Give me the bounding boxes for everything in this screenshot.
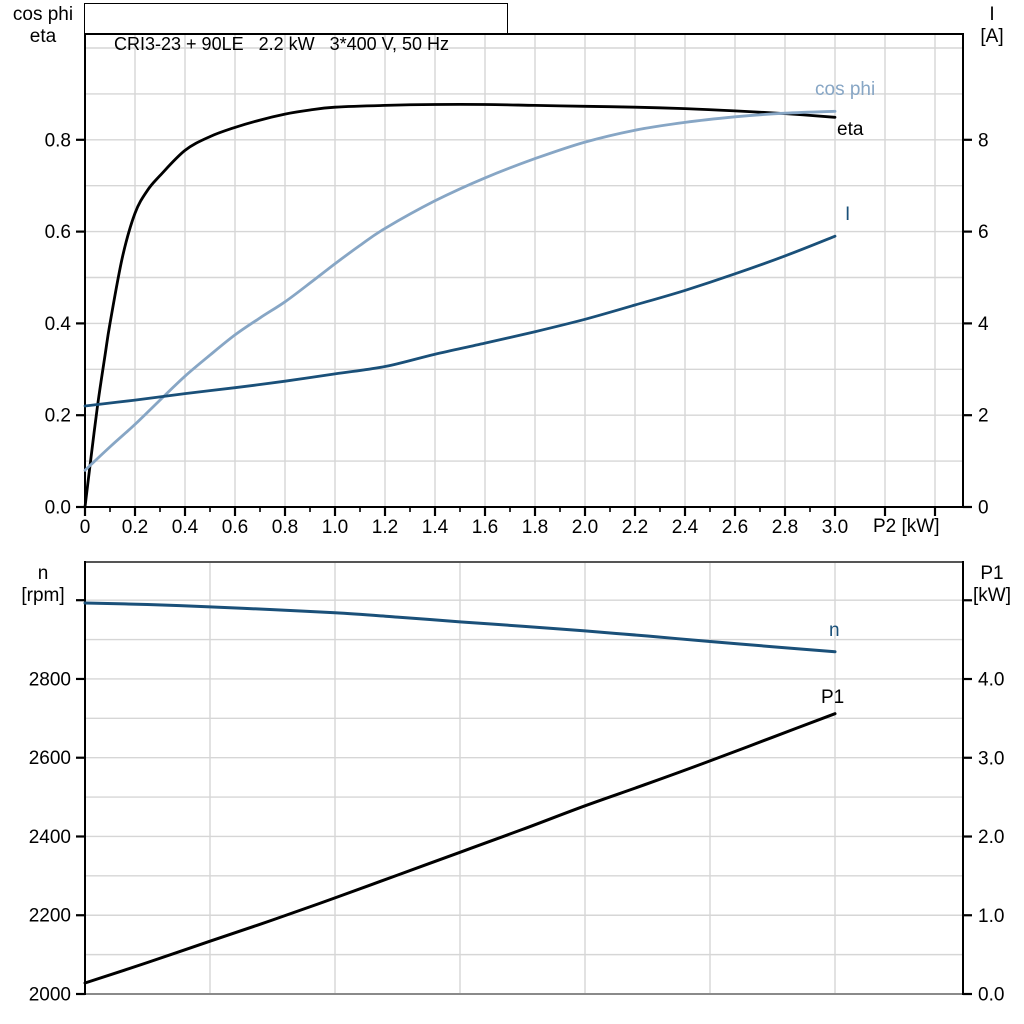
right-axis-header-line1: I xyxy=(989,4,995,25)
chart-title: CRI3-23 + 90LE 2.2 kW 3*400 V, 50 Hz xyxy=(114,34,450,54)
x-tick-label: 1.8 xyxy=(522,517,548,538)
curve-n xyxy=(83,601,837,654)
right-axis-header-bottom-line2: [kW] xyxy=(973,585,1011,606)
x-tick-label: 2.0 xyxy=(572,517,598,538)
left-axis-header-bottom-line1: n xyxy=(37,563,49,584)
right-tick-label: 6 xyxy=(978,222,989,243)
curve-eta xyxy=(83,102,837,509)
left-axis-header-top: cos phi eta xyxy=(2,4,84,48)
left-tick-label: 0.2 xyxy=(45,406,71,427)
x-tick-label: 0 xyxy=(80,517,91,538)
curve-label-cos-phi: cos phi xyxy=(815,79,876,100)
right-tick-label: 0.0 xyxy=(978,985,1004,1006)
left-tick-label: 0.0 xyxy=(45,498,71,519)
x-tick-label: 2.2 xyxy=(622,517,648,538)
x-tick-label: 1.4 xyxy=(422,517,449,538)
chart-title-box: CRI3-23 + 90LE 2.2 kW 3*400 V, 50 Hz xyxy=(84,3,508,54)
left-axis-header-bottom-line2: [rpm] xyxy=(21,585,65,606)
right-tick-label: 4.0 xyxy=(978,670,1004,691)
x-axis-label: P2 [kW] xyxy=(873,516,940,537)
x-tick-label: 1.2 xyxy=(372,517,398,538)
x-tick-label: 1.0 xyxy=(322,517,348,538)
curve-label-current: I xyxy=(845,204,851,225)
left-tick-label: 2000 xyxy=(29,985,71,1006)
right-tick-label: 2.0 xyxy=(978,827,1004,848)
curve-label-eta: eta xyxy=(837,119,864,140)
x-tick-label: 0.6 xyxy=(222,517,248,538)
left-axis-header-line1: cos phi xyxy=(12,4,74,25)
right-tick-label: 1.0 xyxy=(978,906,1004,927)
x-tick-label: 0.8 xyxy=(272,517,298,538)
left-tick-label: 0.8 xyxy=(45,130,71,151)
curve-i xyxy=(83,234,837,408)
x-tick-label: 0.4 xyxy=(172,517,199,538)
right-axis-header-bottom-line1: P1 xyxy=(980,563,1004,584)
curve-label-p1: P1 xyxy=(821,687,845,708)
x-tick-label: 1.6 xyxy=(472,517,498,538)
x-tick-label: 2.8 xyxy=(772,517,798,538)
x-tick-label: 3.0 xyxy=(822,517,848,538)
curve-p1 xyxy=(83,712,837,985)
right-axis-header-bottom: P1 [kW] xyxy=(963,563,1021,607)
right-tick-label: 3.0 xyxy=(978,748,1004,769)
curve-cos-phi xyxy=(83,109,837,472)
right-axis-header-line2: [A] xyxy=(980,26,1004,47)
left-tick-label: 2800 xyxy=(29,669,71,690)
left-axis-header-line2: eta xyxy=(29,26,57,47)
left-tick-label: 2600 xyxy=(29,748,71,769)
right-axis-header-top: I [A] xyxy=(963,4,1021,48)
left-tick-label: 0.6 xyxy=(45,222,71,243)
right-tick-label: 0 xyxy=(978,498,989,519)
x-tick-label: 0.2 xyxy=(122,517,148,538)
curve-label-n: n xyxy=(829,620,840,641)
right-tick-label: 4 xyxy=(978,314,989,335)
left-axis-header-bottom: n [rpm] xyxy=(2,563,84,607)
x-tick-label: 2.6 xyxy=(722,517,748,538)
x-tick-label: 2.4 xyxy=(672,517,699,538)
right-tick-label: 8 xyxy=(978,130,989,151)
left-tick-label: 2400 xyxy=(29,827,71,848)
left-tick-label: 0.4 xyxy=(45,314,72,335)
left-tick-label: 2200 xyxy=(29,906,71,927)
right-tick-label: 2 xyxy=(978,406,989,427)
